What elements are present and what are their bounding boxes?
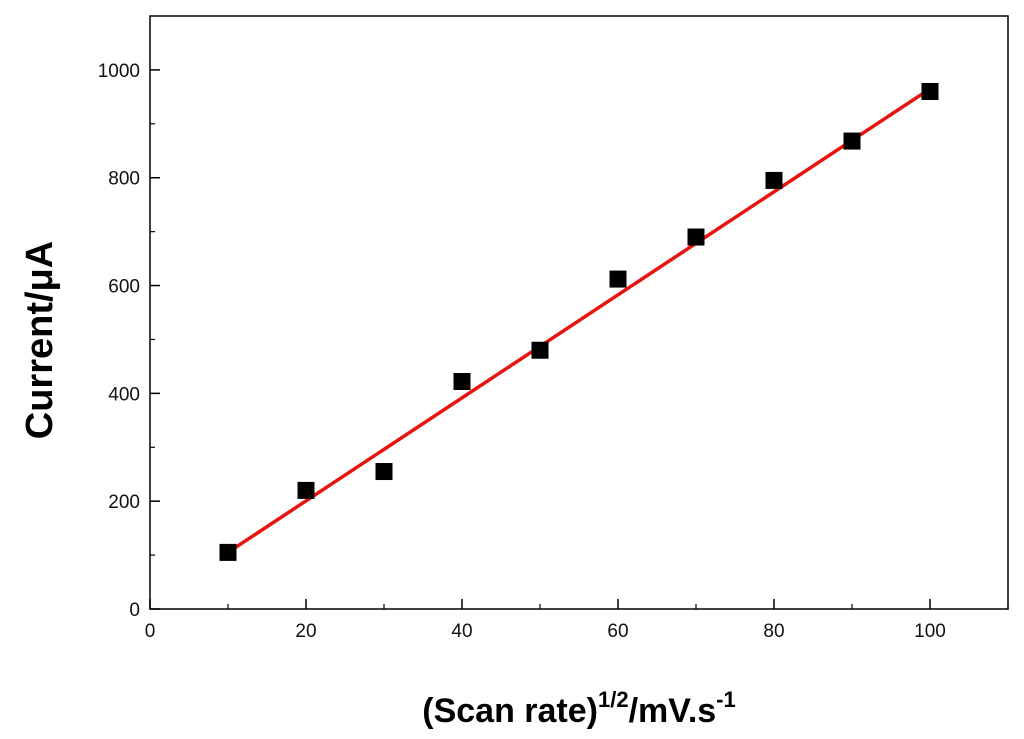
y-tick-label: 600 [108, 277, 140, 298]
x-tick-label: 40 [451, 621, 472, 642]
fit-line [226, 87, 932, 555]
x-axis-title-unit: /mV.s [629, 692, 717, 730]
data-point [375, 463, 393, 481]
data-points-group [219, 82, 939, 561]
y-axis-title: Current/μA [19, 241, 61, 439]
x-axis-ticks: 0 20 40 60 80 100 [145, 599, 1009, 642]
x-tick-label: 60 [607, 621, 628, 642]
y-tick-label: 400 [108, 384, 140, 405]
y-tick-label: 0 [129, 600, 140, 621]
x-tick-label: 100 [914, 621, 946, 642]
data-point [297, 481, 315, 499]
x-axis-title: (Scan rate)1/2/mV.s-1 [422, 687, 735, 730]
data-point [843, 132, 861, 150]
fit-line-group [226, 87, 932, 555]
x-axis-title-unit-exponent: -1 [716, 687, 736, 712]
data-point [453, 373, 471, 391]
data-point [687, 228, 705, 246]
y-tick-label: 200 [108, 492, 140, 513]
x-tick-label: 20 [295, 621, 316, 642]
y-axis-ticks: 0 200 400 600 800 1000 [98, 61, 160, 621]
plot-frame [149, 15, 1009, 610]
x-axis-title-main: (Scan rate) [422, 692, 598, 730]
y-tick-label: 1000 [98, 61, 140, 82]
data-point [219, 543, 237, 561]
y-tick-label: 800 [108, 169, 140, 190]
data-point [921, 82, 939, 100]
data-point [609, 270, 627, 288]
data-point [531, 341, 549, 359]
x-axis-title-exponent: 1/2 [598, 687, 629, 712]
data-point [765, 171, 783, 189]
x-tick-label: 80 [763, 621, 784, 642]
x-tick-label: 0 [145, 621, 156, 642]
